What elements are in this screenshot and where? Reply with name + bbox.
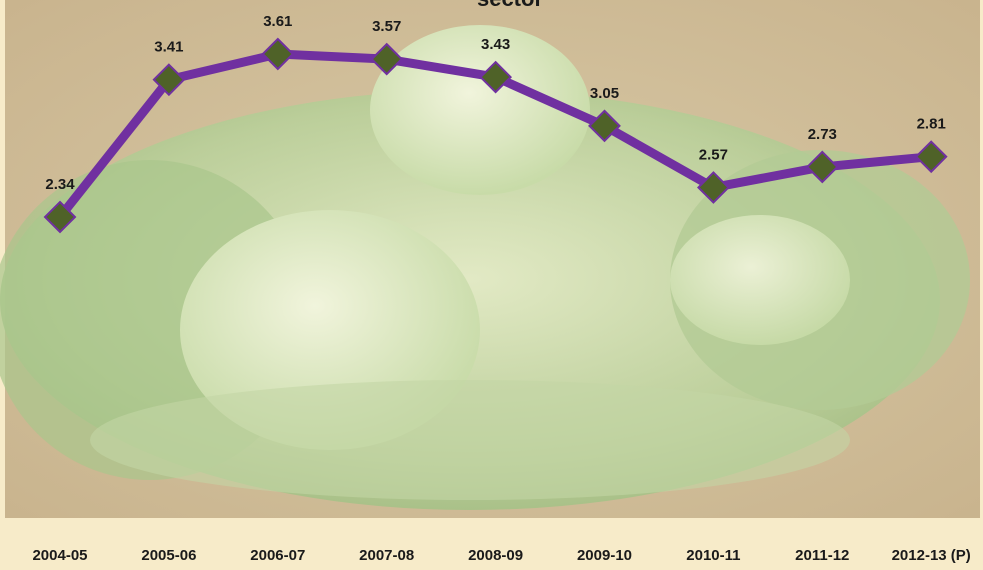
x-tick-label: 2005-06: [141, 547, 196, 564]
data-label: 3.57: [372, 18, 401, 35]
x-tick-label: 2009-10: [577, 547, 632, 564]
data-label: 3.41: [154, 39, 183, 56]
x-tick-label: 2012-13 (P): [892, 547, 971, 564]
data-label: 2.34: [45, 176, 75, 193]
x-tick-label: 2011-12: [795, 547, 849, 564]
data-label: 2.57: [699, 146, 728, 163]
data-label: 2.73: [808, 126, 837, 143]
x-tick-label: 2006-07: [250, 547, 305, 564]
chart-title: sector: [477, 0, 543, 11]
data-label: 2.81: [917, 116, 946, 133]
x-tick-label: 2008-09: [468, 547, 523, 564]
x-tick-label: 2007-08: [359, 547, 414, 564]
chart: sector 2.34 2004-05 3.41 2005-06 3.61 2006-07…: [0, 0, 983, 570]
x-tick-label: 2010-11: [686, 547, 740, 564]
data-label: 3.43: [481, 36, 510, 53]
data-label: 3.61: [263, 13, 292, 30]
data-label: 3.05: [590, 85, 619, 102]
x-tick-label: 2004-05: [32, 547, 87, 564]
